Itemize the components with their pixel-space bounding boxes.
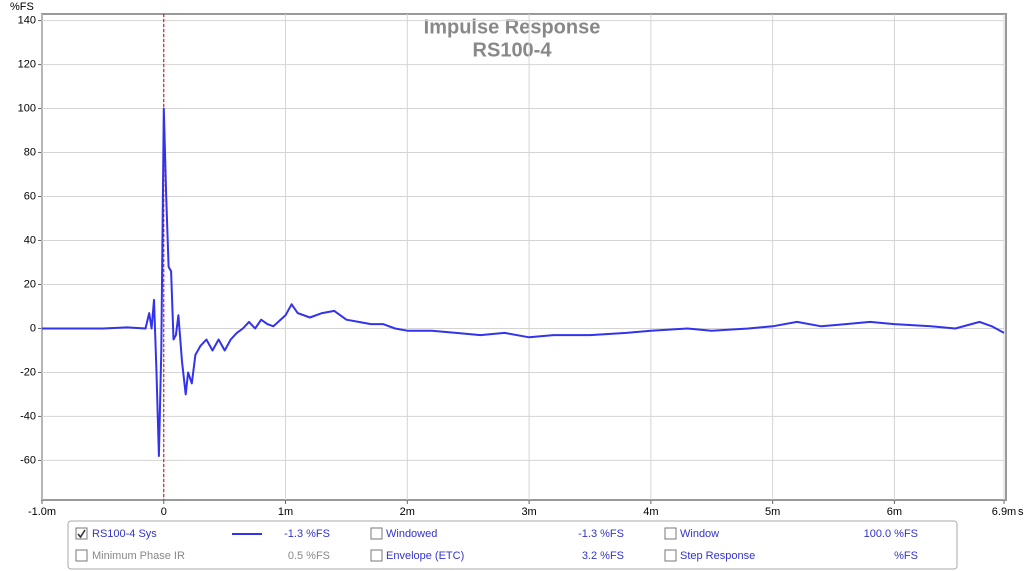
legend-value: -1.3 %FS — [578, 528, 624, 540]
legend-label: Step Response — [680, 550, 755, 562]
y-tick-label: 80 — [24, 146, 36, 158]
checkbox[interactable] — [370, 527, 383, 540]
y-tick-label: 20 — [24, 278, 36, 290]
legend-label: Windowed — [386, 528, 437, 540]
checkbox[interactable] — [370, 549, 383, 562]
x-tick-label: 2m — [400, 506, 415, 518]
x-tick-label: 6m — [887, 506, 902, 518]
checkmark — [77, 529, 86, 539]
x-tick-label: 1m — [278, 506, 293, 518]
series-line — [42, 107, 1005, 457]
y-tick-label: -60 — [20, 454, 36, 466]
x-tick-label: 0 — [161, 506, 167, 518]
x-tick-label: -1.0m — [28, 506, 56, 518]
plot-frame — [41, 13, 1007, 501]
legend-value: -1.3 %FS — [284, 528, 330, 540]
x-tick-label: 4m — [643, 506, 658, 518]
legend-value: 3.2 %FS — [582, 550, 624, 562]
y-tick-label: 100 — [18, 102, 36, 114]
checkbox[interactable] — [664, 549, 677, 562]
legend-value: 0.5 %FS — [288, 550, 330, 562]
legend-label: RS100-4 Sys — [92, 528, 157, 540]
y-axis-label: %FS — [10, 1, 34, 13]
legend-value: 100.0 %FS — [864, 528, 918, 540]
y-tick-label: 60 — [24, 190, 36, 202]
x-tick-label: 3m — [521, 506, 536, 518]
legend-value: %FS — [894, 550, 918, 562]
x-tick-label: 5m — [765, 506, 780, 518]
x-tick-label: 6.9m — [992, 506, 1016, 518]
y-tick-label: 0 — [30, 322, 36, 334]
y-tick-label: 40 — [24, 234, 36, 246]
legend-panel — [67, 520, 958, 570]
chart-subtitle: RS100-4 — [473, 39, 553, 61]
x-axis-unit: s — [1018, 506, 1024, 518]
legend-label: Envelope (ETC) — [386, 550, 464, 562]
y-tick-label: -40 — [20, 410, 36, 422]
checkbox[interactable] — [75, 527, 88, 540]
checkbox[interactable] — [664, 527, 677, 540]
chart-title: Impulse Response — [424, 16, 601, 38]
y-tick-label: 140 — [18, 15, 36, 27]
checkbox[interactable] — [75, 549, 88, 562]
legend-label: Window — [680, 528, 719, 540]
y-tick-label: -20 — [20, 366, 36, 378]
y-tick-label: 120 — [18, 58, 36, 70]
legend-label: Minimum Phase IR — [92, 550, 185, 562]
